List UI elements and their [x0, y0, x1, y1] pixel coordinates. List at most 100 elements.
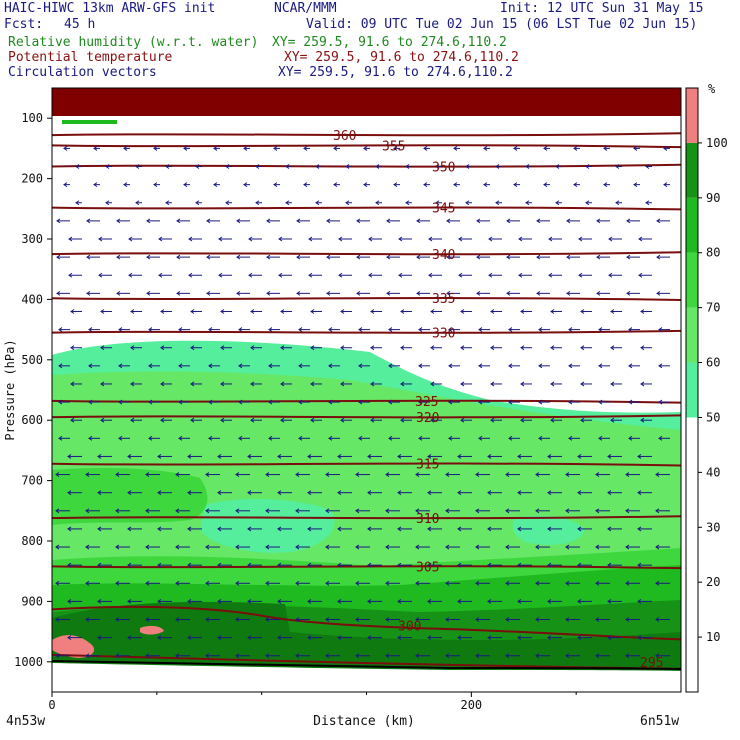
wind-vector-head — [428, 272, 433, 278]
wind-vector-head — [243, 182, 248, 188]
wind-vector-head — [235, 580, 240, 586]
wind-vector-head — [445, 617, 450, 622]
wind-vector-head — [268, 435, 273, 441]
rh-50-pocket-right — [512, 515, 585, 545]
wind-vector-head — [307, 526, 312, 532]
wind-vector-head — [295, 653, 300, 659]
wind-vector-head — [265, 653, 270, 659]
wind-vector-head — [615, 164, 620, 169]
wind-vector-head — [247, 562, 252, 568]
wind-vector-head — [307, 562, 312, 568]
wind-vector-head — [213, 145, 218, 151]
wind-vector-head — [235, 508, 240, 514]
wind-vector-head — [427, 490, 432, 496]
wind-vector-head — [518, 272, 523, 278]
wind-vector-head — [265, 472, 270, 477]
wind-vector-head — [655, 653, 660, 659]
wind-vector-head — [457, 598, 462, 604]
wind-vector-head — [423, 145, 428, 151]
wind-vector-head — [607, 562, 612, 568]
wind-vector-head — [415, 580, 420, 586]
wind-vector-head — [328, 363, 333, 369]
wind-vector-head — [367, 490, 372, 496]
wind-vector-head — [385, 544, 390, 550]
wind-vector-head — [145, 617, 150, 622]
wind-vector-head — [255, 200, 260, 206]
wind-vector-head — [247, 526, 252, 532]
isentrope-label: 315 — [416, 458, 439, 473]
wind-vector-head — [428, 236, 433, 242]
wind-vector-head — [548, 272, 553, 278]
wind-vector-head — [195, 200, 200, 206]
wind-vector-head — [626, 254, 631, 260]
isentrope-line — [52, 399, 681, 404]
wind-vector-head — [187, 562, 192, 568]
wind-vector-head — [568, 399, 573, 405]
wind-vector-head — [266, 254, 271, 260]
wind-vector-head — [188, 236, 193, 242]
wind-vector-head — [536, 254, 541, 260]
wind-vector-head — [88, 363, 93, 369]
wind-vector-head — [445, 653, 450, 659]
colorbar-tick-label: 50 — [706, 410, 720, 424]
wind-vector-head — [656, 290, 661, 296]
wind-vector-head — [475, 544, 480, 550]
wind-vector-head — [386, 254, 391, 260]
wind-vector-head — [146, 254, 151, 260]
wind-vector-head — [93, 182, 98, 188]
wind-vector-head — [93, 145, 98, 151]
wind-vector-head — [448, 435, 453, 441]
wind-vector-head — [130, 417, 135, 423]
wind-vector-head — [205, 508, 210, 514]
wind-vector-head — [86, 254, 91, 260]
wind-vector-head — [55, 508, 60, 514]
wind-vector-head — [580, 345, 585, 351]
wind-vector-head — [655, 617, 660, 622]
wind-vector-head — [235, 653, 240, 659]
wind-vector-head — [398, 272, 403, 278]
wind-vector-head — [547, 635, 552, 641]
wind-vector-head — [655, 508, 660, 514]
wind-vector-head — [637, 562, 642, 568]
wind-vector-head — [176, 218, 181, 224]
wind-vector-head — [538, 327, 543, 333]
wind-vector-head — [370, 309, 375, 314]
wind-vector-head — [187, 635, 192, 641]
colorbar-tick-label: 20 — [706, 575, 720, 589]
colorbar-tick-label: 70 — [706, 301, 720, 315]
wind-vector-head — [475, 617, 480, 622]
wind-vector-head — [547, 526, 552, 532]
wind-vector-head — [118, 327, 123, 333]
isentrope-label: 325 — [415, 395, 438, 410]
wind-vector-head — [645, 164, 650, 169]
wind-vector-head — [85, 617, 90, 622]
y-tick-label: 600 — [21, 413, 43, 427]
wind-vector-head — [265, 580, 270, 586]
wind-vector-head — [220, 345, 225, 351]
wind-vector-head — [488, 272, 493, 278]
wind-vector-head — [175, 472, 180, 477]
wind-vector-head — [508, 363, 513, 369]
colorbar-unit: % — [708, 82, 716, 96]
wind-vector-head — [536, 218, 541, 224]
wind-vector-head — [255, 164, 260, 169]
wind-vector-head — [505, 580, 510, 586]
colorbar-tick-label: 40 — [706, 465, 720, 479]
colorbar-tick-label: 30 — [706, 520, 720, 534]
wind-vector-head — [278, 236, 283, 242]
wind-vector-head — [70, 417, 75, 423]
wind-vector-head — [517, 635, 522, 641]
wind-vector-head — [513, 145, 518, 151]
wind-vector-head — [535, 508, 540, 514]
wind-vector-head — [615, 200, 620, 206]
wind-vector-head — [400, 309, 405, 314]
wind-vector-head — [123, 182, 128, 188]
wind-vector-head — [547, 598, 552, 604]
wind-vector-head — [640, 345, 645, 351]
wind-vector-head — [535, 472, 540, 477]
wind-vector-head — [460, 417, 465, 423]
wind-vector-head — [195, 164, 200, 169]
wind-vector-head — [58, 399, 63, 405]
wind-vector-head — [127, 598, 132, 604]
wind-vector-head — [206, 218, 211, 224]
